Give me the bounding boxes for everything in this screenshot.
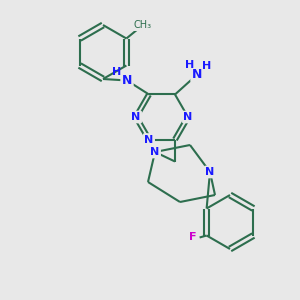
Text: H: H <box>112 68 122 77</box>
Text: N: N <box>122 74 132 87</box>
Text: H: H <box>202 61 211 71</box>
Text: N: N <box>192 68 202 81</box>
Text: N: N <box>206 167 214 177</box>
Text: CH₃: CH₃ <box>133 20 152 31</box>
Text: F: F <box>189 232 196 242</box>
Text: N: N <box>183 112 193 122</box>
Text: H: H <box>185 61 195 70</box>
Text: N: N <box>131 112 141 122</box>
Text: N: N <box>150 147 160 157</box>
Text: N: N <box>144 134 154 145</box>
